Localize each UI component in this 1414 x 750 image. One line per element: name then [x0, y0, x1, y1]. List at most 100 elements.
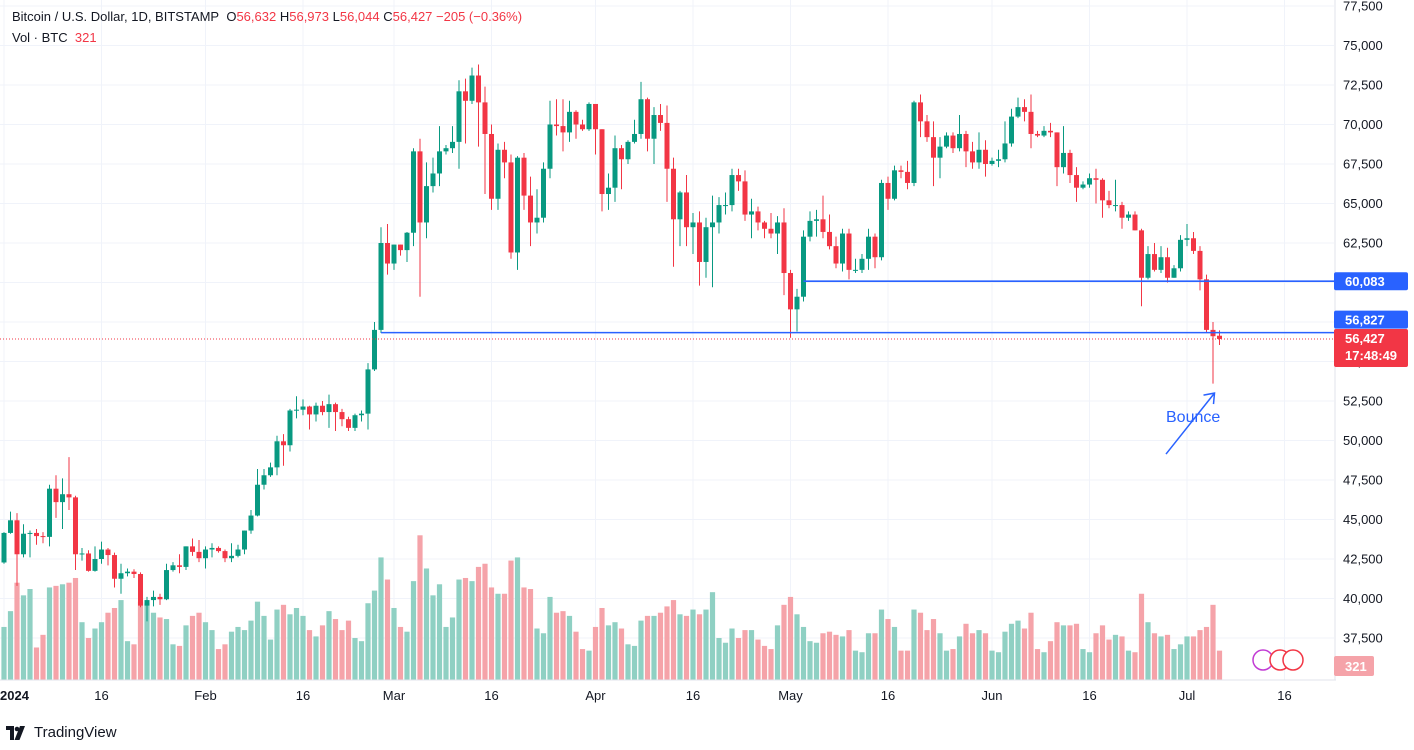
candle-body — [1126, 214, 1131, 218]
y-tick-label: 70,000 — [1343, 117, 1383, 132]
candle-body — [1171, 268, 1177, 278]
candle-body — [437, 151, 442, 174]
volume-bar — [1, 626, 7, 680]
x-tick-label: 16 — [1277, 688, 1291, 703]
candle-body — [710, 222, 715, 228]
volume-bar — [1151, 633, 1158, 680]
candle-body — [1139, 230, 1144, 278]
candle-body — [222, 551, 228, 559]
volume-bar — [560, 611, 566, 680]
volume-label: Vol · BTC — [12, 30, 68, 45]
volume-bar — [92, 628, 98, 680]
low-value: 56,044 — [339, 9, 380, 24]
candle-body — [34, 532, 39, 537]
candle-body — [365, 369, 371, 414]
horizontal-levels[interactable] — [0, 280, 1336, 340]
volume-bar — [683, 615, 690, 680]
volume-bar — [14, 582, 20, 680]
volume-bar — [1184, 636, 1190, 680]
volume-bar — [1034, 649, 1041, 680]
volume-bar — [586, 650, 592, 680]
candle-body — [599, 129, 605, 195]
candle-body — [515, 157, 520, 253]
volume-bar — [794, 614, 800, 680]
volume-bar — [969, 633, 976, 680]
volume-bar — [677, 614, 683, 680]
volume-bar — [358, 641, 365, 680]
candle-body — [547, 124, 553, 169]
volume-bar — [417, 535, 423, 680]
candle-body — [1061, 152, 1066, 168]
candle-body — [411, 151, 416, 233]
volume-bar — [150, 612, 157, 680]
volume-bar — [300, 615, 306, 680]
y-tick-label: 47,500 — [1343, 473, 1383, 488]
volume-bar — [605, 625, 612, 680]
candle-body — [554, 124, 559, 127]
candle-body — [937, 146, 943, 158]
volume-bar — [1073, 623, 1080, 680]
volume-bar — [495, 593, 501, 680]
candle-body — [385, 243, 390, 264]
volume-bar — [378, 557, 384, 680]
volume-bar — [521, 587, 527, 680]
volume-bar — [625, 644, 631, 680]
volume-bar — [852, 650, 859, 680]
annotation-arrowhead — [1203, 392, 1216, 405]
candle-body — [580, 124, 585, 130]
candle-body — [690, 222, 696, 228]
volume-bar — [105, 612, 111, 680]
volume-bar — [46, 587, 53, 680]
volume-bar — [781, 604, 787, 680]
candle-body — [404, 232, 410, 251]
volume-bar — [157, 617, 163, 680]
candle-body — [1087, 178, 1092, 185]
candle-body — [281, 441, 286, 446]
annotation-arrow — [1165, 392, 1216, 455]
volume-bar — [371, 590, 378, 680]
volume-bar — [469, 581, 475, 680]
candle-body — [528, 195, 533, 223]
level-badge-label: 56,827 — [1345, 313, 1385, 328]
volume-bar — [196, 612, 202, 680]
volume-bar — [176, 645, 183, 680]
y-tick-label: 72,500 — [1343, 78, 1383, 93]
volume-bar — [397, 626, 404, 680]
candle-body — [541, 168, 546, 218]
volume-bar — [20, 595, 27, 680]
volume-bar — [72, 577, 79, 680]
candle-body — [177, 565, 182, 567]
level-badge-label: 60,083 — [1345, 274, 1385, 289]
y-tick-label: 40,000 — [1343, 591, 1383, 606]
candle-body — [638, 99, 644, 134]
volume-bar — [287, 614, 293, 680]
candle-body — [1041, 130, 1047, 136]
volume-bar — [137, 601, 144, 680]
volume-bar — [124, 641, 131, 680]
volume-bar — [878, 609, 885, 680]
volume-bar — [384, 579, 391, 680]
volume-bar — [1197, 630, 1203, 680]
x-tick-label: Mar — [383, 688, 406, 703]
candle-body — [788, 273, 793, 310]
volume-bar — [787, 596, 794, 680]
volume-bar — [1164, 634, 1171, 680]
candle-body — [417, 151, 423, 223]
volume-bar — [1138, 593, 1145, 680]
volume-bar — [917, 612, 924, 680]
y-tick-label: 37,500 — [1343, 631, 1383, 646]
candle-body — [651, 115, 657, 139]
open-value: 56,632 — [236, 9, 277, 24]
x-tick-label: 16 — [1082, 688, 1096, 703]
volume-bar — [170, 644, 176, 680]
tradingview-logo[interactable]: TradingView — [6, 724, 117, 741]
candle-body — [879, 182, 884, 258]
volume-bar — [755, 639, 761, 680]
volume-bar — [339, 630, 345, 680]
candle-body — [593, 103, 598, 130]
candle-body — [1191, 238, 1196, 251]
volume-bar — [742, 630, 748, 680]
time-axis[interactable]: 2024 16 Feb 16 Mar 16 Apr 16 May 16 Jun 16 Jul 16 — [0, 679, 1336, 703]
close-value: 56,427 — [392, 9, 433, 24]
